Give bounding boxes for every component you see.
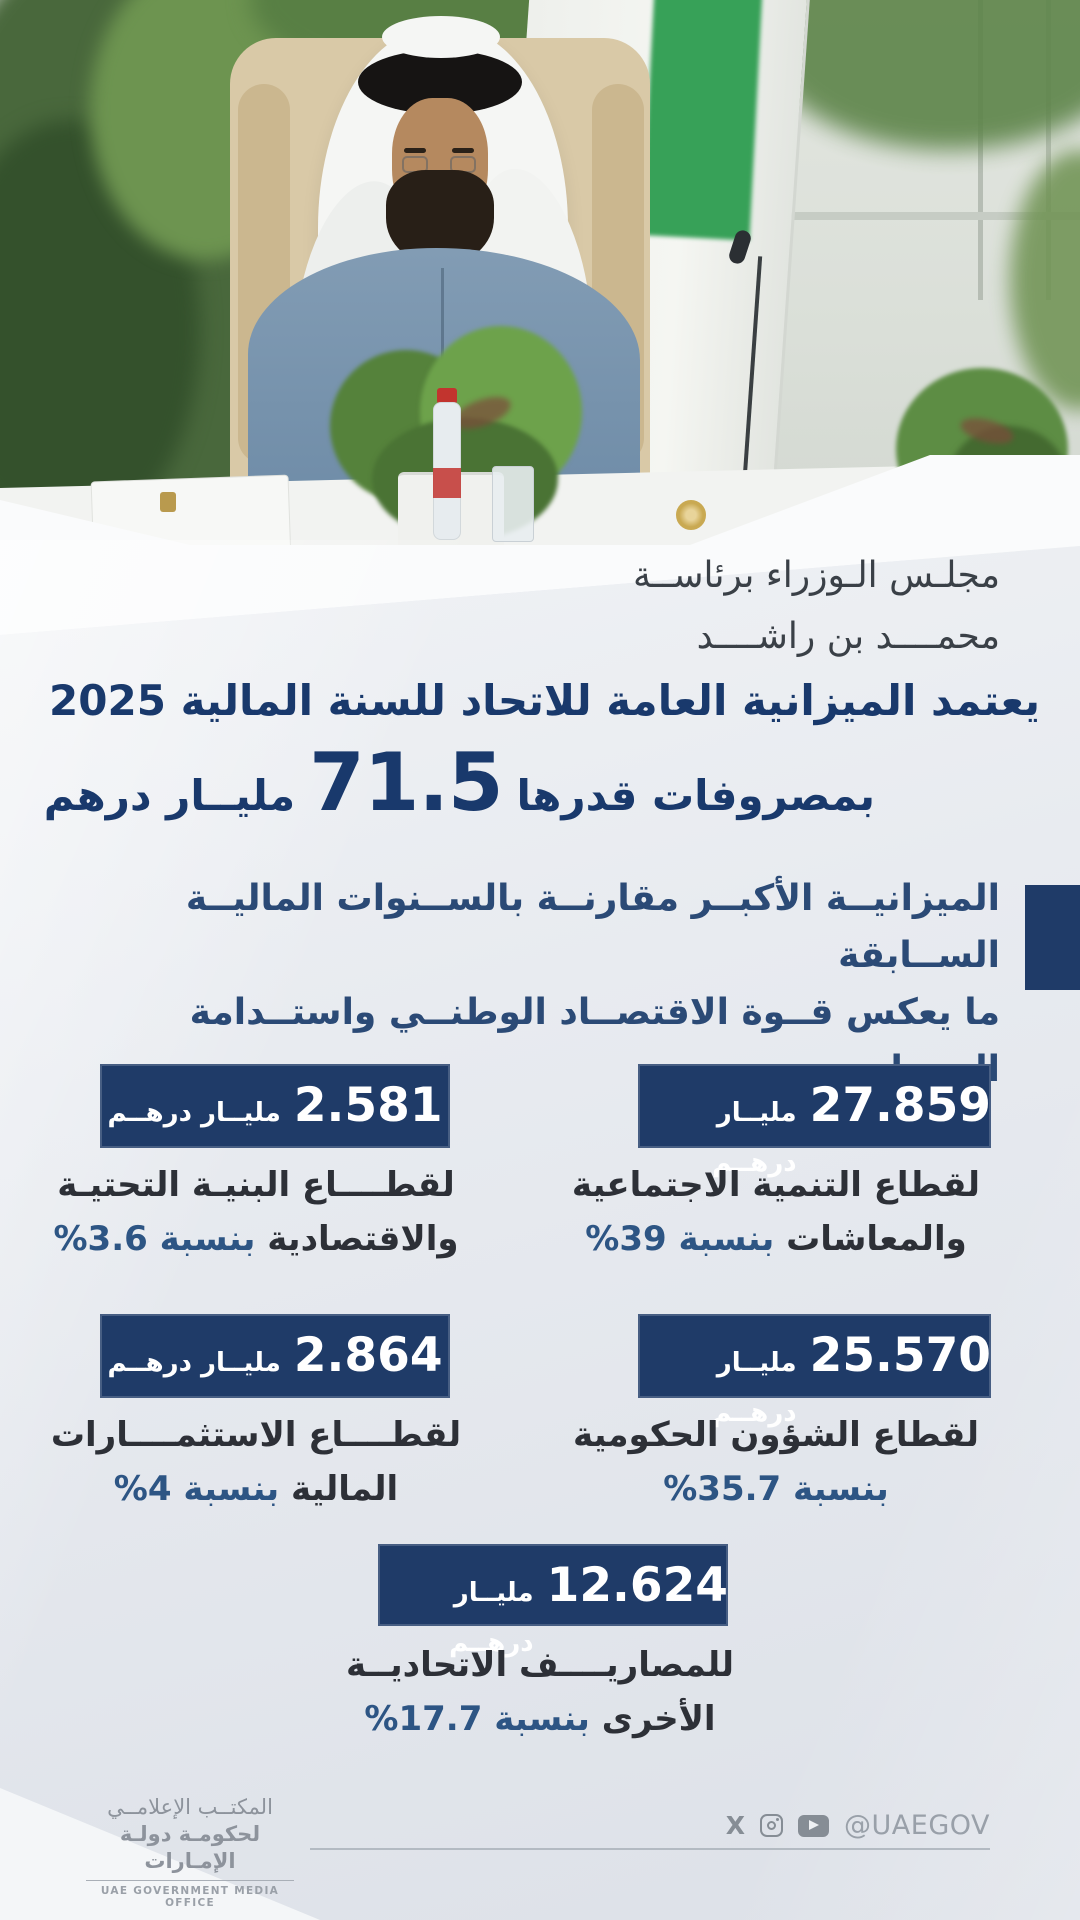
nameplate-emblem xyxy=(160,492,176,512)
budget-total-amount: 71.5 xyxy=(309,736,503,829)
stat-sector-line2: والاقتصادية بنسبة 3.6% xyxy=(40,1212,472,1266)
stat-sector-line1: للمصاريــــف الاتحاديــة xyxy=(346,1645,734,1685)
stat-box-social-development: 27.859 مليــار درهــم xyxy=(638,1064,991,1178)
ghutra-crown xyxy=(382,16,500,58)
stat-sector-name: المالية xyxy=(290,1469,399,1509)
stat-sector-line2: المالية بنسبة 4% xyxy=(40,1462,472,1516)
stat-desc-social-development: لقطاع التنمية الاجتماعية والمعاشات بنسبة… xyxy=(560,1158,992,1266)
summary-line1: الميزانيــة الأكبــر مقارنــة بالســنوات… xyxy=(185,878,1000,976)
stat-unit: مليــار درهــم xyxy=(712,1348,797,1428)
x-twitter-icon: X xyxy=(725,1811,746,1840)
stat-unit: مليــار درهــم xyxy=(712,1098,797,1178)
stat-sector-name: والمعاشات xyxy=(786,1219,967,1259)
stat-sector-name: والاقتصادية xyxy=(267,1219,459,1259)
kandura-placket xyxy=(441,268,444,390)
instagram-lens xyxy=(766,1820,776,1830)
instagram-dot xyxy=(776,1818,780,1821)
building-beam xyxy=(760,212,1080,220)
stat-sector-line1: لقطاع التنمية الاجتماعية xyxy=(571,1165,981,1205)
stat-amount: 27.859 xyxy=(809,1078,991,1133)
stat-sector-line1: لقطاع الشؤون الحكومية xyxy=(572,1415,980,1455)
drinking-glass xyxy=(492,466,534,542)
stat-percent: بنسبة 3.6% xyxy=(53,1219,256,1259)
water-bottle-label xyxy=(433,468,461,498)
accent-bar xyxy=(1025,885,1080,990)
stat-amount: 2.581 xyxy=(293,1078,443,1133)
stat-desc-government-affairs: لقطاع الشؤون الحكومية بنسبة 35.7% xyxy=(560,1408,992,1516)
uae-gov-media-office-logo: المكتــب الإعلامــي لحكومـة دولـة الإمـا… xyxy=(86,1794,294,1909)
budget-amount-line: بمصروفات قدرها 71.5 مليــار درهم xyxy=(44,736,875,829)
logo-divider xyxy=(86,1880,294,1881)
logo-english-line: UAE GOVERNMENT MEDIA OFFICE xyxy=(100,1885,280,1909)
stat-amount: 12.624 xyxy=(546,1558,728,1613)
stat-sector-line2: والمعاشات بنسبة 39% xyxy=(560,1212,992,1266)
desk-emblem xyxy=(676,500,706,530)
stat-sector-name: الأخرى xyxy=(601,1699,716,1739)
building-mullion xyxy=(978,0,983,300)
logo-arabic-line1: المكتــب الإعلامــي xyxy=(107,1795,273,1819)
budget-title: يعتمد الميزانية العامة للاتحاد للسنة الم… xyxy=(49,676,1040,725)
expense-prefix: بمصروفات قدرها xyxy=(516,771,875,820)
stat-percent: بنسبة 4% xyxy=(113,1469,280,1509)
stat-sector-line2: الأخرى بنسبة 17.7% xyxy=(324,1692,756,1746)
stat-box-infrastructure: 2.581 مليــار درهــم xyxy=(100,1064,450,1148)
social-handles: X @UAEGOV xyxy=(726,1810,990,1841)
stat-unit: مليــار درهــم xyxy=(449,1578,534,1658)
youtube-play-triangle xyxy=(809,1820,820,1830)
stat-percent: بنسبة 17.7% xyxy=(364,1699,590,1739)
stat-box-other-federal-expenses: 12.624 مليــار درهــم xyxy=(378,1544,728,1658)
stat-unit: مليــار درهــم xyxy=(107,1348,281,1378)
stat-unit: مليــار درهــم xyxy=(107,1098,281,1128)
cabinet-heading: مجلـس الـوزراء برئاســة محمــــد بن راشـ… xyxy=(100,545,1000,667)
logo-arabic-line2: لحكومـة دولـة الإمـارات xyxy=(119,1822,261,1873)
uae-flag-green-band xyxy=(641,0,763,241)
stat-amount: 25.570 xyxy=(809,1328,991,1383)
stat-box-government-affairs: 25.570 مليــار درهــم xyxy=(638,1314,991,1428)
instagram-icon xyxy=(760,1814,784,1837)
stat-desc-other-federal-expenses: للمصاريــــف الاتحاديــة الأخرى بنسبة 17… xyxy=(324,1638,756,1746)
expense-suffix: مليــار درهم xyxy=(43,771,296,820)
eyebrow xyxy=(452,148,474,153)
youtube-icon xyxy=(798,1814,830,1837)
heading-line2: محمــــد بن راشــــد xyxy=(696,616,1000,657)
stat-desc-infrastructure: لقطــــاع البنيـة التحتيـة والاقتصادية ب… xyxy=(40,1158,472,1266)
summary-paragraph: الميزانيــة الأكبــر مقارنــة بالســنوات… xyxy=(120,870,1000,1098)
social-handle-text: @UAEGOV xyxy=(844,1810,990,1841)
stat-percent: بنسبة 35.7% xyxy=(663,1469,889,1509)
hero-photo xyxy=(0,0,1080,560)
stat-sector-line1: لقطــــاع الاستثمــــارات xyxy=(50,1415,462,1455)
heading-line1: مجلـس الـوزراء برئاســة xyxy=(632,555,1000,596)
stat-sector-line2: بنسبة 35.7% xyxy=(560,1462,992,1516)
stat-box-financial-investments: 2.864 مليــار درهــم xyxy=(100,1314,450,1398)
footer-divider-line xyxy=(310,1848,990,1850)
stat-percent: بنسبة 39% xyxy=(585,1219,775,1259)
building-mullion xyxy=(1046,0,1051,300)
water-bottle-cap xyxy=(437,388,457,404)
stat-desc-financial-investments: لقطــــاع الاستثمــــارات المالية بنسبة … xyxy=(40,1408,472,1516)
eyebrow xyxy=(404,148,426,153)
stat-amount: 2.864 xyxy=(293,1328,443,1383)
stat-sector-line1: لقطــــاع البنيـة التحتيـة xyxy=(57,1165,455,1205)
